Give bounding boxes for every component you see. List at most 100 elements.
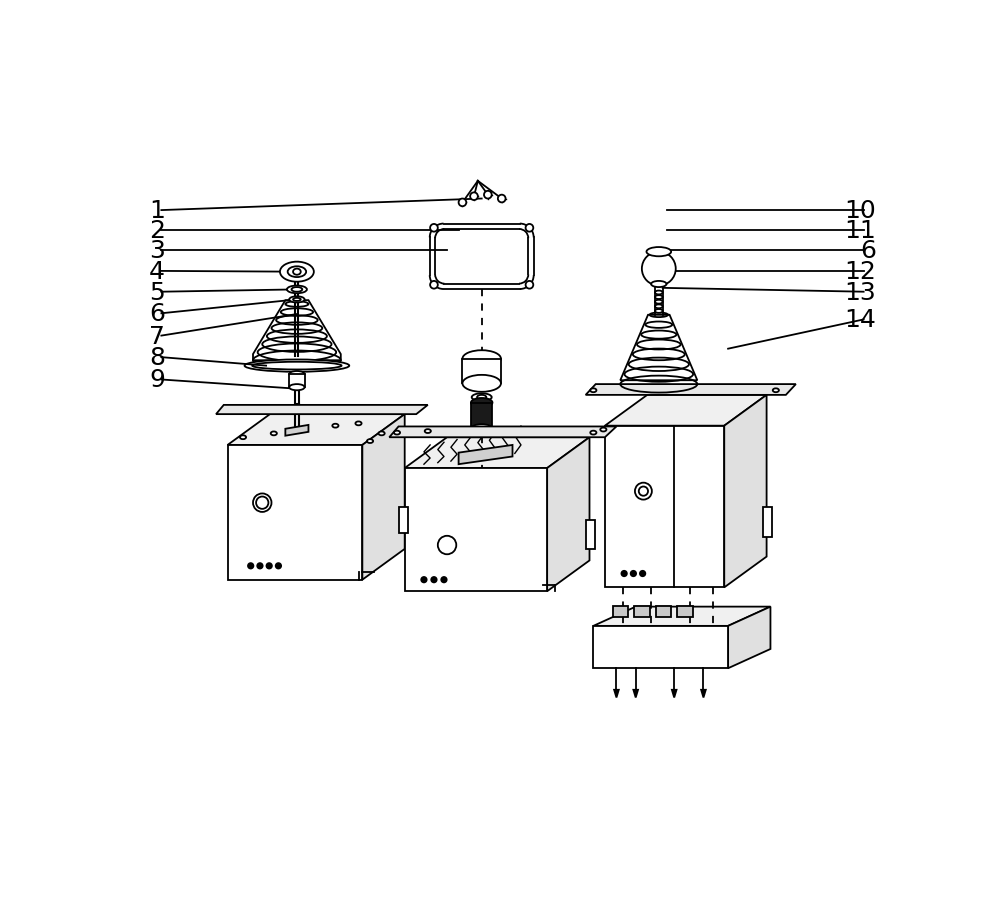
- Bar: [593, 626, 728, 669]
- Text: 6: 6: [860, 239, 876, 263]
- Ellipse shape: [655, 310, 663, 313]
- Polygon shape: [633, 690, 638, 698]
- Ellipse shape: [590, 431, 596, 435]
- Bar: [289, 374, 305, 388]
- Ellipse shape: [367, 440, 373, 444]
- Polygon shape: [405, 438, 590, 468]
- Ellipse shape: [526, 281, 533, 290]
- Ellipse shape: [256, 497, 268, 509]
- Ellipse shape: [394, 431, 400, 435]
- Polygon shape: [547, 438, 590, 591]
- Polygon shape: [724, 395, 767, 588]
- Text: 4: 4: [149, 260, 165, 283]
- Bar: [656, 606, 671, 617]
- Ellipse shape: [441, 578, 447, 583]
- Bar: [399, 507, 408, 534]
- Text: 7: 7: [149, 324, 165, 348]
- Ellipse shape: [240, 435, 246, 440]
- Polygon shape: [614, 690, 619, 698]
- Ellipse shape: [635, 483, 652, 500]
- Ellipse shape: [471, 425, 492, 434]
- Ellipse shape: [655, 292, 663, 295]
- Ellipse shape: [253, 494, 271, 512]
- Ellipse shape: [293, 270, 301, 275]
- Ellipse shape: [421, 578, 427, 583]
- Bar: [613, 606, 628, 617]
- Polygon shape: [459, 445, 512, 465]
- Text: 3: 3: [149, 239, 165, 263]
- Ellipse shape: [459, 200, 466, 207]
- Polygon shape: [228, 415, 405, 445]
- Polygon shape: [216, 405, 428, 415]
- Polygon shape: [605, 395, 767, 426]
- Polygon shape: [701, 690, 706, 698]
- Bar: [586, 520, 595, 549]
- Ellipse shape: [257, 564, 263, 568]
- Text: 14: 14: [844, 308, 876, 332]
- Polygon shape: [672, 690, 677, 698]
- Ellipse shape: [639, 487, 648, 496]
- Ellipse shape: [293, 299, 301, 302]
- Ellipse shape: [655, 305, 663, 309]
- Bar: [405, 468, 547, 591]
- Ellipse shape: [600, 428, 606, 432]
- Ellipse shape: [640, 571, 645, 577]
- Text: 6: 6: [149, 302, 165, 326]
- Ellipse shape: [438, 537, 456, 555]
- Ellipse shape: [472, 394, 492, 402]
- Ellipse shape: [498, 196, 506, 203]
- Bar: [634, 606, 650, 617]
- Polygon shape: [285, 425, 308, 436]
- Ellipse shape: [276, 564, 281, 568]
- Ellipse shape: [332, 425, 338, 428]
- Ellipse shape: [289, 372, 305, 378]
- Ellipse shape: [248, 564, 253, 568]
- Ellipse shape: [471, 398, 492, 408]
- Bar: [471, 404, 492, 429]
- Ellipse shape: [289, 384, 305, 391]
- Ellipse shape: [431, 578, 437, 583]
- Polygon shape: [728, 607, 770, 669]
- Ellipse shape: [271, 432, 277, 435]
- Ellipse shape: [462, 351, 501, 368]
- Ellipse shape: [590, 389, 596, 393]
- Polygon shape: [389, 427, 616, 438]
- Ellipse shape: [651, 281, 667, 288]
- Ellipse shape: [462, 375, 501, 393]
- Ellipse shape: [631, 571, 636, 577]
- Text: 9: 9: [149, 368, 165, 392]
- Ellipse shape: [473, 431, 490, 437]
- Ellipse shape: [642, 252, 676, 286]
- Ellipse shape: [655, 301, 663, 304]
- Ellipse shape: [484, 191, 492, 200]
- Ellipse shape: [526, 225, 533, 232]
- Text: 10: 10: [844, 199, 876, 223]
- Bar: [605, 426, 724, 588]
- Ellipse shape: [470, 193, 478, 200]
- Bar: [228, 445, 362, 580]
- Text: 12: 12: [844, 260, 876, 283]
- Ellipse shape: [425, 430, 431, 434]
- Polygon shape: [586, 384, 796, 395]
- Ellipse shape: [288, 267, 306, 278]
- Ellipse shape: [621, 571, 627, 577]
- Ellipse shape: [302, 428, 308, 432]
- Ellipse shape: [646, 248, 671, 257]
- Ellipse shape: [292, 288, 302, 292]
- Ellipse shape: [430, 225, 438, 232]
- Ellipse shape: [478, 433, 486, 435]
- Ellipse shape: [280, 262, 314, 282]
- Ellipse shape: [655, 296, 663, 300]
- Text: 13: 13: [844, 281, 876, 304]
- Ellipse shape: [289, 297, 305, 303]
- Polygon shape: [362, 415, 405, 580]
- Text: 1: 1: [149, 199, 165, 223]
- Bar: [763, 507, 772, 537]
- Bar: [677, 606, 693, 617]
- Text: 2: 2: [149, 219, 165, 243]
- Ellipse shape: [266, 564, 272, 568]
- Ellipse shape: [773, 389, 779, 393]
- Polygon shape: [593, 607, 770, 626]
- Text: 11: 11: [844, 219, 876, 243]
- Ellipse shape: [245, 360, 349, 373]
